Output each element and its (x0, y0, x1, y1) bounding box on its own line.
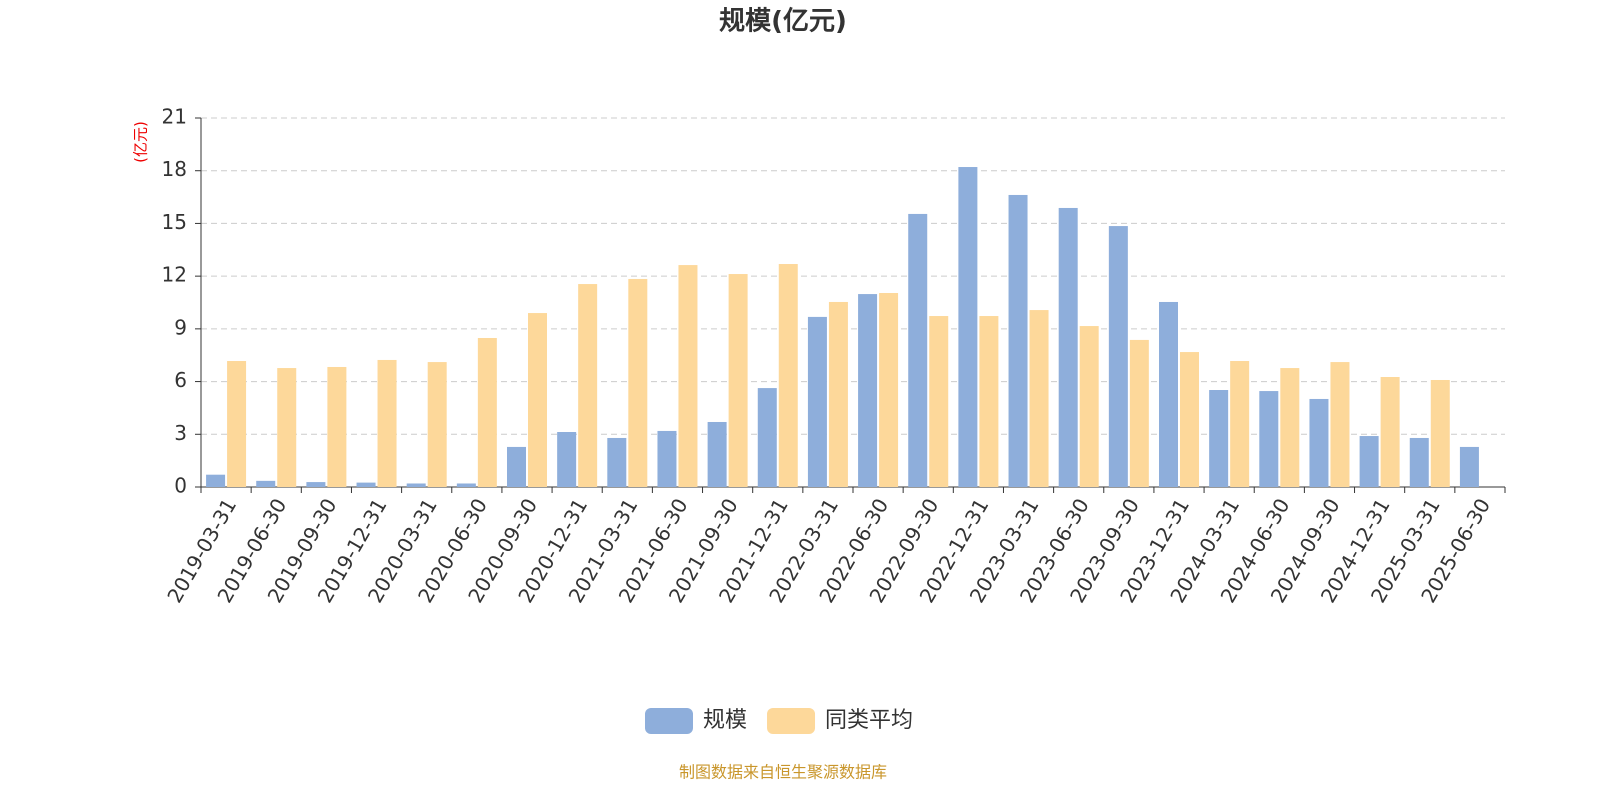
bar (1380, 377, 1400, 487)
bar (657, 430, 677, 487)
y-tick-label: 6 (174, 368, 187, 392)
y-tick-label: 12 (162, 263, 187, 287)
bar (757, 388, 777, 487)
bar (477, 337, 497, 487)
bar (728, 274, 748, 487)
y-tick-label: 18 (162, 157, 187, 181)
bar (707, 421, 727, 487)
bar (1180, 352, 1199, 487)
bar (227, 361, 247, 487)
bar (356, 482, 376, 487)
bar (1079, 326, 1099, 487)
bar (1430, 379, 1450, 487)
bar (377, 359, 397, 487)
bar (456, 483, 476, 487)
bar (979, 316, 999, 487)
bar (828, 301, 848, 487)
bar (958, 167, 978, 487)
bar (607, 437, 627, 487)
y-tick-label: 3 (174, 421, 187, 445)
bar (327, 366, 347, 487)
bar (1058, 207, 1078, 488)
bar (1108, 226, 1128, 488)
bar (929, 316, 949, 487)
bar (1259, 391, 1279, 487)
bar (1409, 437, 1429, 487)
chart-title: 规模(亿元) (719, 7, 847, 37)
bar (277, 368, 297, 487)
bar (1280, 368, 1300, 487)
bar (528, 313, 547, 487)
source: 制图数据来自恒生聚源数据库 (679, 763, 887, 782)
bar (1129, 339, 1149, 487)
bar (1359, 436, 1379, 487)
bar (427, 362, 447, 487)
legend-swatch (767, 708, 816, 734)
y-tick-label: 15 (162, 210, 187, 234)
y-axis-label: (亿元) (132, 121, 150, 163)
bar (908, 213, 928, 487)
legend-label: 规模 (703, 708, 747, 733)
y-tick-label: 21 (162, 105, 187, 129)
y-tick-label: 0 (174, 474, 187, 498)
bar (1029, 310, 1049, 487)
bar (1209, 390, 1229, 487)
bar (678, 265, 698, 487)
bar (256, 480, 276, 487)
bar (1159, 301, 1178, 487)
bar (206, 474, 226, 487)
bar (1008, 194, 1028, 487)
legend-label: 同类平均 (825, 708, 913, 733)
bar (628, 278, 648, 487)
bar (807, 316, 827, 487)
bar (1459, 446, 1479, 487)
y-tick-label: 9 (174, 315, 187, 339)
bar (306, 482, 326, 487)
bar (557, 432, 577, 487)
bar (879, 293, 899, 487)
bar (406, 483, 426, 487)
bar (1309, 398, 1329, 487)
legend-swatch (645, 708, 693, 734)
bar (507, 446, 526, 487)
bar (778, 264, 798, 487)
bar (1330, 362, 1350, 487)
bar (1230, 361, 1250, 487)
bar (858, 294, 878, 487)
bar (578, 284, 598, 487)
